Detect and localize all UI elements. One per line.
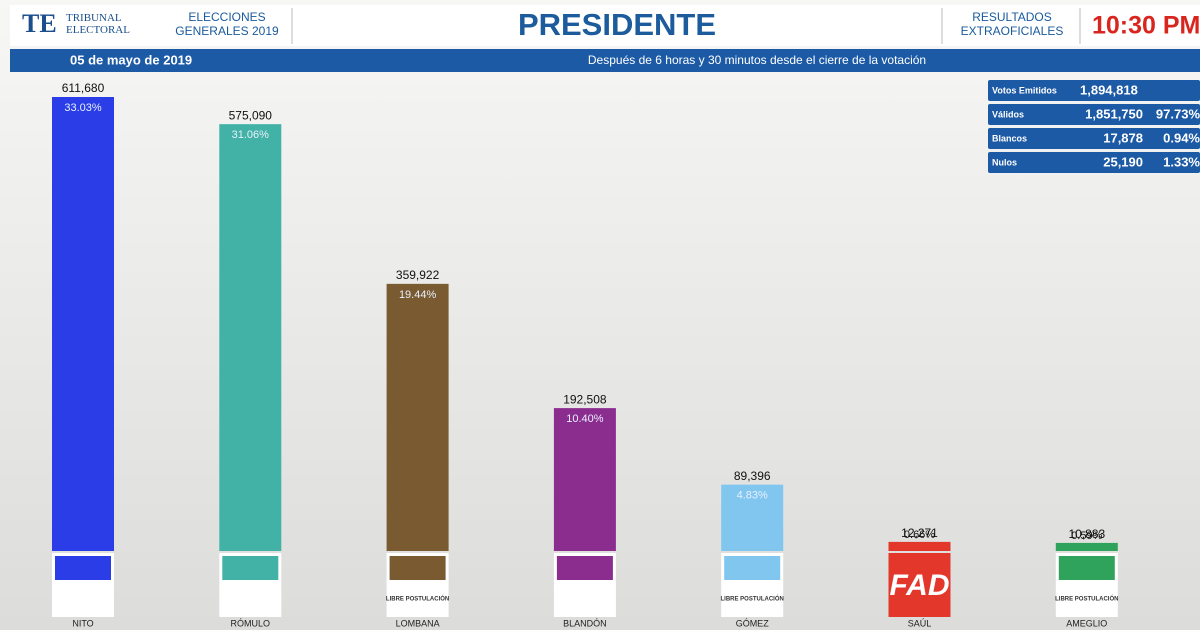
summary-cell: 25,190 bbox=[1103, 154, 1143, 169]
summary-row bbox=[988, 152, 1200, 173]
summary-cell: Blancos bbox=[992, 133, 1027, 143]
summary-cell: 1,894,818 bbox=[1080, 82, 1138, 97]
party-logo-band bbox=[389, 556, 446, 580]
category-label: BLANDÓN bbox=[563, 618, 607, 628]
time: 10:30 PM bbox=[1092, 12, 1200, 40]
value-label: 192,508 bbox=[563, 392, 607, 406]
share-label: 19.44% bbox=[399, 289, 437, 301]
bar bbox=[721, 484, 784, 551]
status-box: RESULTADOS EXTRAOFICIALES bbox=[960, 10, 1064, 38]
share-label: 0.66% bbox=[904, 529, 935, 541]
category-label: SAÚL bbox=[908, 618, 932, 628]
value-label: 359,922 bbox=[396, 268, 440, 282]
category-label: GÓMEZ bbox=[736, 618, 770, 628]
share-label: 31.06% bbox=[232, 129, 270, 141]
bar bbox=[386, 283, 449, 551]
header-bar bbox=[10, 5, 1200, 46]
value-label: 89,396 bbox=[734, 469, 771, 483]
date: 05 de mayo de 2019 bbox=[70, 52, 192, 67]
share-label: 4.83% bbox=[737, 490, 768, 502]
bar bbox=[52, 97, 114, 551]
category-label: RÓMULO bbox=[231, 618, 271, 628]
party-logo bbox=[888, 553, 951, 617]
summary-row bbox=[988, 128, 1200, 149]
logo-name-box: TRIBUNAL ELECTORAL bbox=[66, 12, 130, 36]
logo-name: TRIBUNAL ELECTORAL bbox=[66, 12, 130, 36]
election: ELECCIONES GENERALES 2019 bbox=[175, 10, 279, 38]
summary-row bbox=[988, 80, 1200, 101]
bar bbox=[219, 124, 282, 551]
value-label: 12,271 bbox=[901, 526, 938, 540]
summary-cell: Nulos bbox=[992, 157, 1017, 167]
party-logo-band bbox=[222, 556, 279, 580]
summary-cell: 97.73% bbox=[1156, 106, 1200, 121]
value-label: 611,680 bbox=[62, 81, 105, 95]
summary-cell: 1.33% bbox=[1163, 154, 1200, 169]
logo-label: FAD bbox=[890, 569, 950, 602]
summary-cell: 1,851,750 bbox=[1085, 106, 1143, 121]
logo-label: LIBRE POSTULACIÓN bbox=[721, 595, 784, 603]
value-label: 575,090 bbox=[229, 108, 273, 122]
category-label: NITO bbox=[72, 618, 93, 628]
subtitle: Después de 6 horas y 30 minutos desde el… bbox=[588, 53, 926, 67]
bar bbox=[553, 408, 616, 551]
summary-cell: 0.94% bbox=[1163, 130, 1200, 145]
summary-cell: 17,878 bbox=[1103, 130, 1143, 145]
summary-cell: Válidos bbox=[992, 109, 1024, 119]
summary-cell: Votos Emitidos bbox=[992, 85, 1057, 95]
party-logo-band bbox=[1058, 556, 1115, 580]
share-label: 0.59% bbox=[1071, 530, 1102, 542]
party-logo-band bbox=[55, 556, 111, 580]
logo-label: LIBRE POSTULACIÓN bbox=[1055, 595, 1118, 603]
summary-row bbox=[988, 104, 1200, 125]
share-label: 10.40% bbox=[566, 413, 604, 425]
info-bar bbox=[10, 49, 1200, 72]
share-label: 33.03% bbox=[64, 102, 102, 114]
category-label: LOMBANA bbox=[396, 618, 440, 628]
party-logo-band bbox=[556, 556, 613, 580]
title: PRESIDENTE bbox=[518, 7, 716, 42]
party-logo-band bbox=[724, 556, 781, 580]
status: RESULTADOS EXTRAOFICIALES bbox=[960, 10, 1064, 38]
logo-label: LIBRE POSTULACIÓN bbox=[386, 595, 449, 603]
bar bbox=[1055, 542, 1118, 551]
category-label: AMEGLIO bbox=[1066, 618, 1107, 628]
value-label: 10,883 bbox=[1068, 527, 1105, 541]
logo: TE bbox=[22, 9, 57, 38]
election-box: ELECCIONES GENERALES 2019 bbox=[175, 10, 279, 38]
bar bbox=[888, 541, 951, 551]
